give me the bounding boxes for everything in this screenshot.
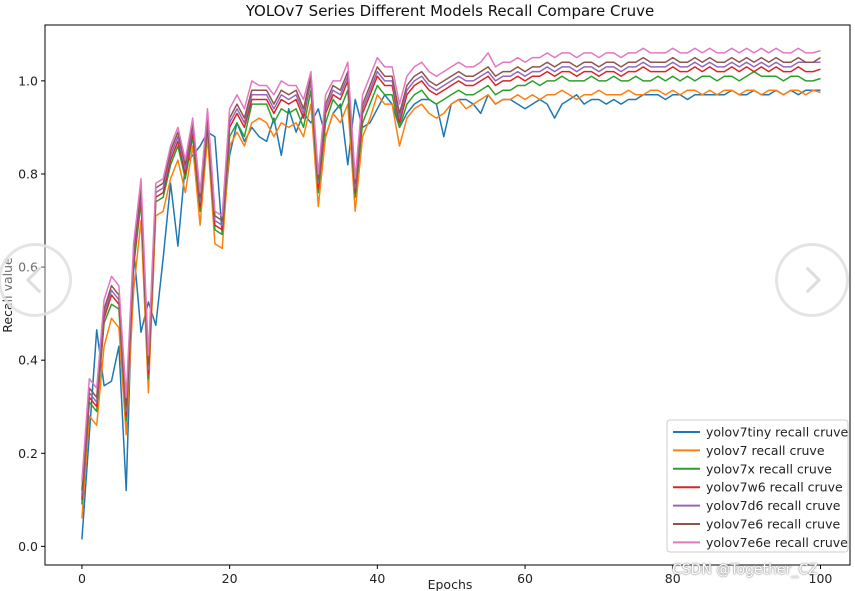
legend-label: yolov7d6 recall cruve <box>706 498 841 513</box>
series-line-yolov7e6e <box>81 47 821 482</box>
legend-box <box>666 419 849 553</box>
x-axis-title: Epochs <box>428 577 473 591</box>
next-image-button[interactable] <box>775 243 849 317</box>
legend-label: yolov7e6e recall cruve <box>706 535 848 550</box>
legend: yolov7tiny recall cruve yolov7 recall cru… <box>666 419 849 553</box>
legend-label: yolov7e6 recall cruve <box>706 517 840 532</box>
y-tick-label: 1.0 <box>18 73 38 88</box>
x-tick-label: 100 <box>809 571 833 586</box>
x-tick-label: 0 <box>78 571 86 586</box>
legend-label: yolov7tiny recall cruve <box>706 425 849 440</box>
x-tick-label: 20 <box>222 571 238 586</box>
plot-lines <box>81 47 821 540</box>
y-tick-label: 0.4 <box>18 353 38 368</box>
y-tick-label: 0.8 <box>18 166 38 181</box>
legend-label: yolov7 recall cruve <box>706 443 825 458</box>
chart-title: YOLOv7 Series Different Models Recall Co… <box>245 2 655 20</box>
chevron-right-icon <box>806 267 821 293</box>
chevron-left-icon <box>26 267 41 293</box>
watermark: CSDN @Together_CZ <box>672 562 818 578</box>
legend-label: yolov7w6 recall cruve <box>706 480 843 495</box>
x-tick-label: 40 <box>369 571 385 586</box>
y-tick-label: 0.0 <box>18 539 38 554</box>
legend-label: yolov7x recall cruve <box>706 461 832 476</box>
x-tick-label: 60 <box>517 571 533 586</box>
x-tick-label: 80 <box>665 571 681 586</box>
y-tick-label: 0.2 <box>18 446 38 461</box>
x-axis-ticks: 0 20 40 60 80 100 <box>78 565 832 586</box>
legend-items: yolov7tiny recall cruve yolov7 recall cru… <box>673 425 849 550</box>
previous-image-button[interactable] <box>0 243 72 317</box>
series-line-yolov7 <box>81 89 821 519</box>
